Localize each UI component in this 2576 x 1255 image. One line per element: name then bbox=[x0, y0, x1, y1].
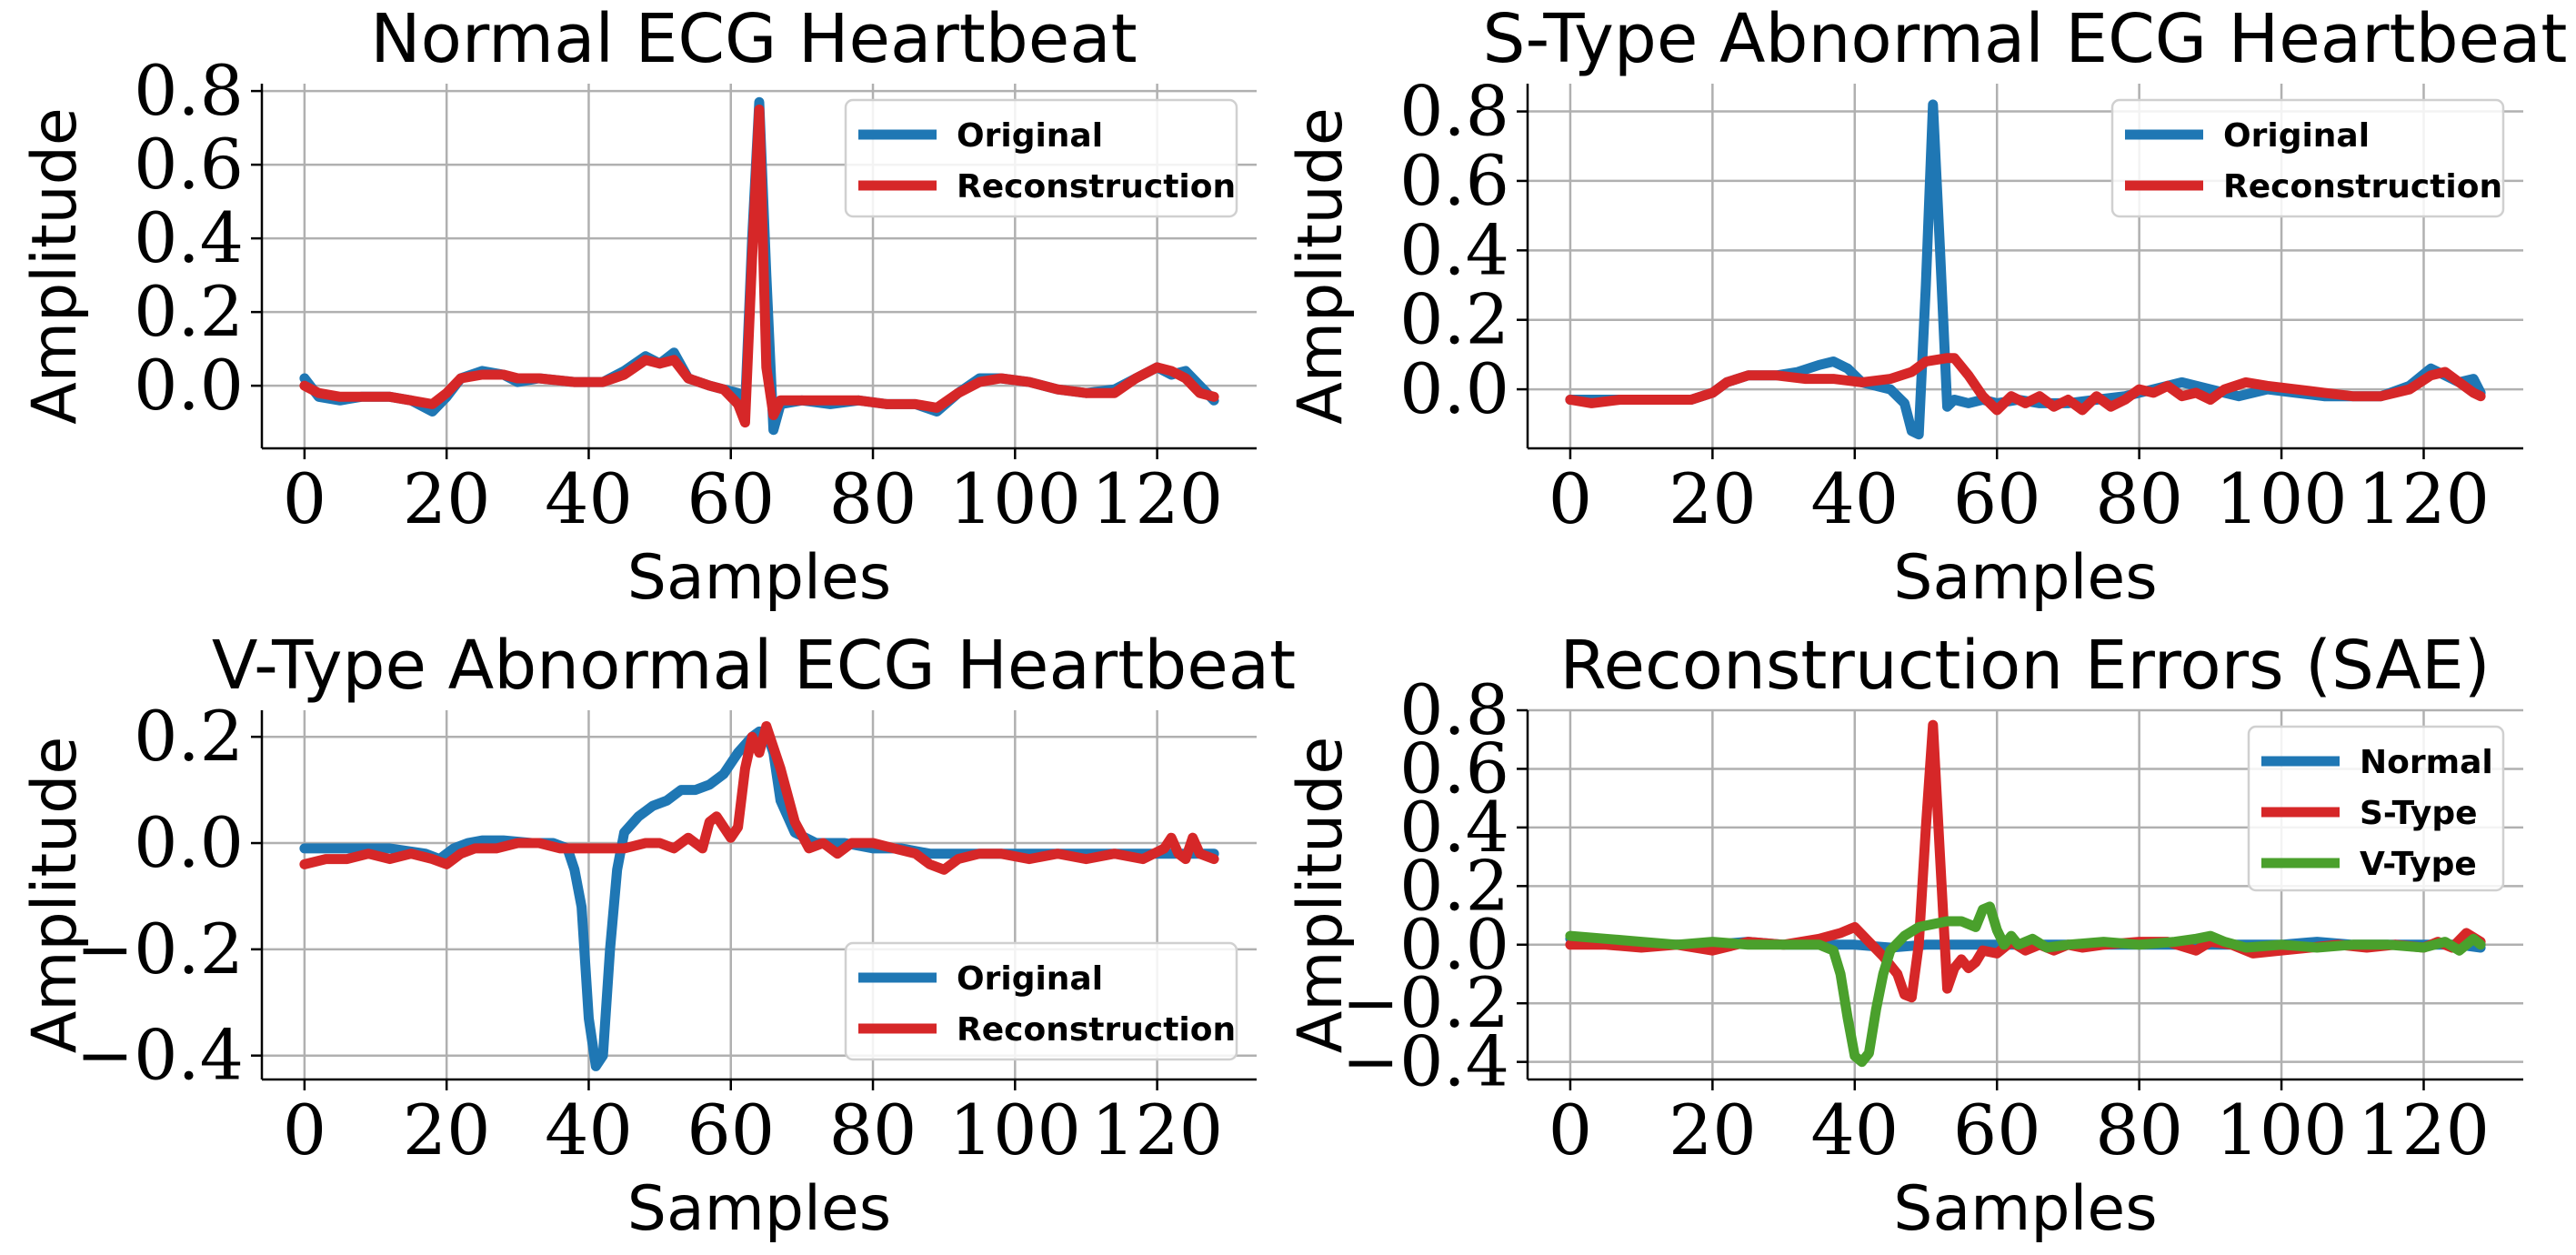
x-tick-label: 120 bbox=[1091, 458, 1223, 539]
x-tick-label: 40 bbox=[1810, 458, 1899, 539]
y-tick-label: 0.8 bbox=[134, 50, 244, 131]
legend: Original Reconstruction bbox=[2110, 98, 2505, 218]
y-tick-label: 0.0 bbox=[134, 802, 244, 883]
y-axis-label: Amplitude bbox=[19, 737, 91, 1053]
y-tick-label: 0.2 bbox=[1399, 845, 1509, 926]
x-tick-label: 20 bbox=[1669, 1089, 1757, 1170]
x-tick-label: 80 bbox=[2095, 1089, 2183, 1170]
x-tick-label: 80 bbox=[829, 1089, 917, 1170]
y-tick-label: 0.4 bbox=[1399, 787, 1509, 868]
x-tick-label: 0 bbox=[1549, 1089, 1592, 1170]
x-tick-label: 20 bbox=[403, 1089, 491, 1170]
x-tick-label: 120 bbox=[1091, 1089, 1223, 1170]
legend: Normal S-Type V-Type bbox=[2247, 725, 2505, 892]
x-tick-label: 100 bbox=[2216, 458, 2348, 539]
x-tick-label: 40 bbox=[545, 458, 633, 539]
x-axis-label: Samples bbox=[1893, 1173, 2157, 1245]
y-tick-label: 0.8 bbox=[1399, 669, 1509, 750]
x-tick-label: 20 bbox=[403, 458, 491, 539]
legend: Original Reconstruction bbox=[844, 98, 1238, 218]
y-tick-label: −0.4 bbox=[75, 1015, 244, 1096]
x-tick-label: 0 bbox=[1549, 458, 1592, 539]
x-tick-label: 60 bbox=[1953, 458, 2041, 539]
x-tick-label: 100 bbox=[949, 458, 1081, 539]
y-tick-label: 0.4 bbox=[1399, 209, 1509, 290]
y-tick-label: 0.4 bbox=[134, 197, 244, 278]
y-axis-label: Amplitude bbox=[1285, 737, 1357, 1053]
chart-panel-2: 0 20 40 60 80 100 120 0.00.20.40.60.8S-Type Abn… bbox=[1285, 0, 2567, 614]
legend-label: S-Type bbox=[2360, 795, 2478, 832]
x-axis-label: Samples bbox=[1893, 542, 2157, 614]
chart-title: Normal ECG Heartbeat bbox=[370, 0, 1137, 78]
x-tick-label: 120 bbox=[2358, 1089, 2490, 1170]
x-tick-label: 60 bbox=[687, 1089, 775, 1170]
y-tick-label: −0.2 bbox=[1341, 962, 1509, 1043]
y-tick-label: 0.2 bbox=[134, 271, 244, 352]
y-tick-label: 0.2 bbox=[1399, 279, 1509, 360]
legend-label: Reconstruction bbox=[957, 168, 1236, 206]
y-tick-label: 0.6 bbox=[1399, 140, 1509, 221]
chart-panel-3: 0 20 40 60 80 100 120 −0.4 −0.2 0.0 0.2V-Type Abno… bbox=[19, 627, 1296, 1245]
x-tick-label: 80 bbox=[829, 458, 917, 539]
x-tick-label: 120 bbox=[2358, 458, 2490, 539]
series-line-reconstruction bbox=[299, 721, 1219, 875]
legend-label: Normal bbox=[2360, 744, 2493, 781]
series-line-original bbox=[299, 726, 1219, 1071]
legend-frame bbox=[2247, 725, 2505, 892]
x-tick-label: 0 bbox=[283, 1089, 326, 1170]
legend-label: Original bbox=[2223, 117, 2370, 155]
x-tick-label: 60 bbox=[1953, 1089, 2041, 1170]
legend-frame bbox=[2110, 98, 2505, 218]
legend-label: Reconstruction bbox=[2223, 168, 2502, 206]
legend-label: Original bbox=[957, 960, 1103, 998]
legend-frame bbox=[844, 941, 1238, 1061]
y-tick-label: 0.0 bbox=[1399, 904, 1509, 985]
y-axis-label: Amplitude bbox=[1285, 107, 1357, 424]
y-tick-label: 0.6 bbox=[1399, 728, 1509, 808]
legend: Original Reconstruction bbox=[844, 941, 1238, 1061]
x-tick-label: 0 bbox=[283, 458, 326, 539]
series-line-v-type bbox=[1565, 901, 2486, 1068]
x-tick-label: 80 bbox=[2095, 458, 2183, 539]
x-tick-label: 100 bbox=[2216, 1089, 2348, 1170]
legend-label: V-Type bbox=[2360, 846, 2477, 883]
x-tick-label: 60 bbox=[687, 458, 775, 539]
chart-title: Reconstruction Errors (SAE) bbox=[1559, 627, 2490, 705]
chart-title: S-Type Abnormal ECG Heartbeat bbox=[1483, 0, 2568, 78]
chart-panel-1: 0 20 40 60 80 100 120 0.00.20.40.60.8 Normal ECG… bbox=[19, 0, 1257, 614]
y-tick-label: −0.4 bbox=[1341, 1021, 1509, 1102]
y-tick-label: 0.2 bbox=[134, 696, 244, 777]
y-axis-label: Amplitude bbox=[19, 107, 91, 424]
series-line-reconstruction bbox=[1565, 353, 2486, 416]
x-tick-label: 40 bbox=[1810, 1089, 1899, 1170]
legend-frame bbox=[844, 98, 1238, 218]
y-tick-label: −0.2 bbox=[75, 909, 244, 989]
x-tick-label: 40 bbox=[545, 1089, 633, 1170]
y-tick-label: 0.6 bbox=[134, 124, 244, 205]
y-tick-label: 0.8 bbox=[1399, 71, 1509, 152]
chart-panel-4: 0 20 40 60 80 100 120 −0.4−0.20.00.20.40.60.8 Re… bbox=[1285, 627, 2523, 1245]
x-axis-label: Samples bbox=[627, 1173, 891, 1245]
x-tick-label: 100 bbox=[949, 1089, 1081, 1170]
legend-label: Original bbox=[957, 117, 1103, 155]
chart-title: V-Type Abnormal ECG Heartbeat bbox=[212, 627, 1296, 705]
legend-label: Reconstruction bbox=[957, 1011, 1236, 1049]
series-line-reconstruction bbox=[299, 104, 1219, 428]
x-tick-label: 20 bbox=[1669, 458, 1757, 539]
y-tick-label: 0.0 bbox=[1399, 348, 1509, 429]
x-axis-label: Samples bbox=[627, 542, 891, 614]
y-tick-label: 0.0 bbox=[134, 345, 244, 426]
